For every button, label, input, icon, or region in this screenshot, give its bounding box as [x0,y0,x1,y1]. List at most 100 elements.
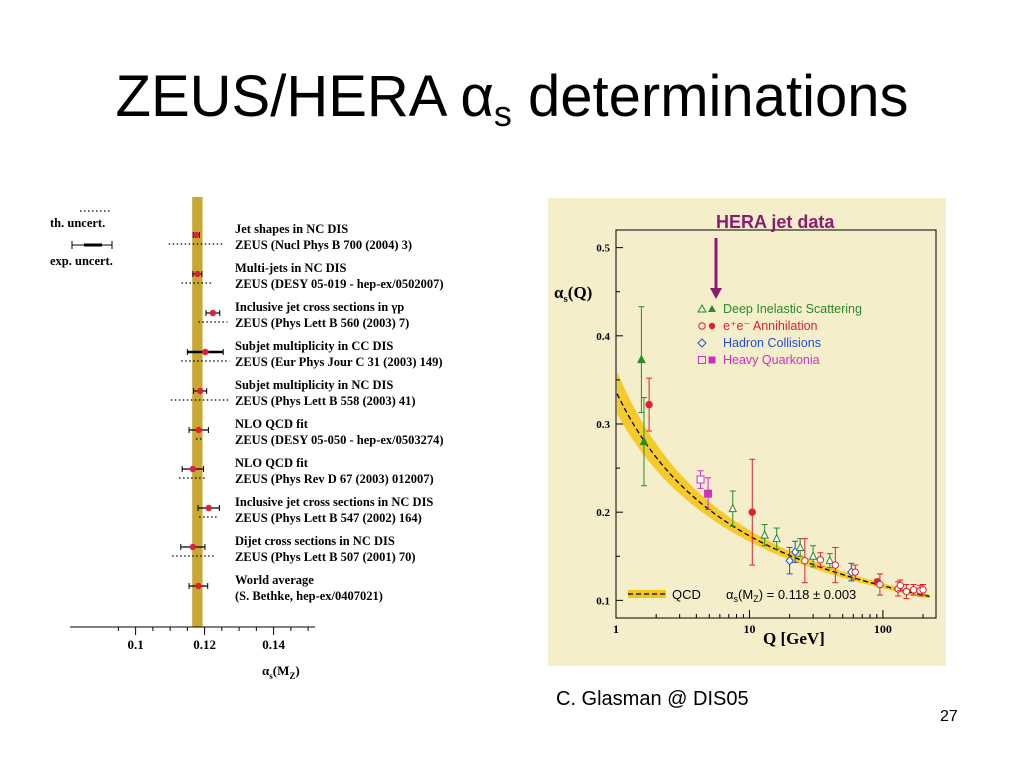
data-point-circle [896,581,904,590]
measurement-point [202,348,209,356]
data-point-triangle [760,529,769,539]
formula-part: ) = 0.118 ± 0.003 [759,587,857,602]
data-point-triangle [795,542,805,551]
x-axis-label: αs(MZ) [262,663,300,681]
measurement-point [189,543,197,551]
title-main: ZEUS/HERA α [115,64,494,129]
x-axis-label-part: s [269,671,273,681]
y-axis-label: αs(Q) [554,283,592,305]
data-point-triangle [728,503,738,513]
y-tick-label: 0.5 [596,243,610,255]
legend-open-triangle [697,303,707,313]
legend-label: Hadron Collisions [723,336,821,350]
measurement-reference: ZEUS (Eur Phys Jour C 31 (2003) 149) [235,355,443,369]
formula-part: α [726,587,734,602]
x-axis-label-part: (M [273,663,290,678]
data-point-square [696,475,705,484]
measurement-label: World average [235,573,314,587]
measurement-label: Jet shapes in NC DIS [235,222,348,236]
y-tick-label: 0.4 [596,331,610,343]
measurement-label: Multi-jets in NC DIS [235,261,347,275]
legend-open-square [698,356,706,364]
measurement-point [196,387,204,395]
data-point-circle [831,561,840,569]
measurement-point [209,309,217,317]
legend-label: Heavy Quarkonia [723,353,820,367]
measurement-reference: ZEUS (Nucl Phys B 700 (2004) 3) [235,238,412,252]
y-axis-label-part: s [564,293,569,305]
legend-exp-label: exp. uncert. [50,254,113,268]
data-point-triangle [825,555,835,565]
formula-part: Z [753,594,759,604]
author-credit: C. Glasman @ DIS05 [556,688,749,710]
data-point-diamond [785,555,794,566]
title-tail: determinations [511,64,909,129]
data-point-circle [902,587,911,596]
x-axis-label: Q [GeV] [763,629,825,648]
measurement-reference: ZEUS (Phys Rev D 67 (2003) 012007) [235,472,434,486]
measurement-reference: ZEUS (DESY 05-050 - hep-ex/0503274) [235,433,444,447]
measurement-label: Inclusive jet cross sections in NC DIS [235,495,433,509]
data-point-circle [909,586,918,594]
legend-label: e⁺e⁻ Annihilation [723,319,818,333]
data-point-circle [851,568,859,576]
measurement-reference: (S. Bethke, hep-ex/0407021) [235,589,383,603]
formula-part: (M [738,587,753,602]
x-tick-label: 0.1 [127,637,143,652]
data-point-circle [801,556,809,565]
legend-open-circle [698,322,706,330]
y-tick-label: 0.3 [596,419,610,431]
measurement-point [195,582,202,590]
legend-label: Deep Inelastic Scattering [723,302,862,316]
data-point-circle [816,556,825,564]
measurement-label: NLO QCD fit [235,417,309,431]
measurement-reference: ZEUS (Phys Lett B 560 (2003) 7) [235,316,409,330]
y-axis-label-part: α [554,283,564,302]
data-point-triangle [808,551,818,560]
measurement-label: Dijet cross sections in NC DIS [235,534,395,548]
qcd-fit-formula: αs(MZ) = 0.118 ± 0.003 [726,587,856,604]
slide-title: ZEUS/HERA αs determinations [0,62,1024,149]
data-point-triangle [772,533,781,543]
qcd-curve [616,393,930,598]
legend-entry-triangle: Deep Inelastic Scattering [697,302,862,316]
measurement-reference: ZEUS (Phys Lett B 507 (2001) 70) [235,550,416,564]
measurement-point [189,465,197,473]
x-tick-label: 10 [743,622,755,636]
measurement-reference: ZEUS (Phys Lett B 558 (2003) 41) [235,394,416,408]
measurement-point [193,231,200,239]
chart-heading: HERA jet data [716,212,835,232]
legend-filled-triangle [708,305,716,312]
legend-filled-square [708,356,716,364]
legend-open-diamond [697,338,707,348]
data-point-circle [919,586,927,594]
measurement-label: Inclusive jet cross sections in γp [235,300,404,314]
x-tick-label: 0.14 [262,637,285,652]
legend-entry-diamond: Hadron Collisions [697,336,821,350]
heading-arrow-head [710,288,722,299]
data-point-circle [748,508,756,516]
x-tick-label: 0.12 [193,637,216,652]
measurement-reference: ZEUS (Phys Lett B 547 (2002) 164) [235,511,422,525]
y-axis-label-part: (Q) [568,283,593,302]
data-point-triangle [637,354,646,364]
x-tick-label: 1 [613,622,619,636]
data-point-circle [645,400,653,409]
qcd-uncertainty-band [617,371,930,599]
y-tick-label: 0.1 [596,595,610,607]
page-number: 27 [940,708,958,725]
x-tick-label: 100 [874,622,892,636]
x-axis-label-part: ) [295,663,299,678]
measurement-point [195,426,202,434]
data-point-triangle [639,436,649,446]
legend-entry-square: Heavy Quarkonia [698,353,820,367]
qcd-legend-label: QCD [672,587,701,602]
measurement-label: Subjet multiplicity in CC DIS [235,339,393,353]
measurement-point [194,270,201,278]
legend-entry-circle: e⁺e⁻ Annihilation [698,319,818,333]
data-point-square [704,489,713,498]
formula-part: s [734,594,739,604]
measurement-point [205,504,212,512]
x-axis-label-part: α [262,663,270,678]
